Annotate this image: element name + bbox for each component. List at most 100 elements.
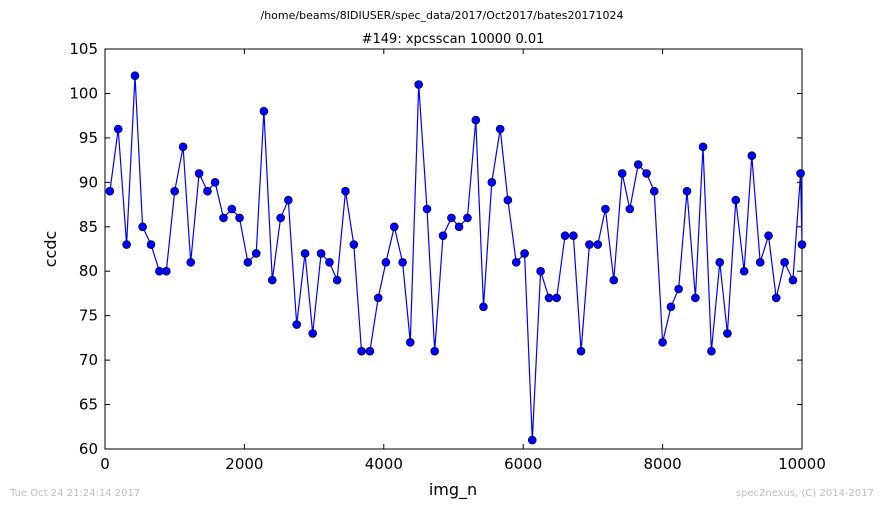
y-tick-label: 100: [69, 84, 98, 102]
data-point: [511, 258, 521, 267]
data-point: [797, 240, 807, 249]
x-axis-label: img_n: [429, 480, 477, 500]
data-point: [405, 338, 415, 347]
data-point: [105, 186, 115, 196]
data-point: [796, 169, 805, 178]
data-point: [259, 106, 269, 116]
figure-suptitle: /home/beams/8IDIUSER/spec_data/2017/Oct2…: [260, 9, 624, 22]
data-point: [601, 204, 610, 214]
data-point: [373, 293, 383, 303]
x-tick-label: 4000: [365, 455, 403, 473]
data-point: [210, 178, 220, 187]
data-point: [267, 275, 277, 285]
data-point: [479, 302, 488, 312]
data-point: [178, 142, 188, 152]
data-point: [642, 169, 651, 178]
data-point: [585, 240, 594, 249]
data-point: [544, 293, 554, 303]
data-point: [576, 346, 586, 356]
y-tick-label: 80: [79, 262, 98, 280]
data-point: [227, 204, 237, 214]
data-point: [341, 186, 350, 196]
data-point: [130, 71, 140, 80]
data-point: [780, 258, 789, 267]
data-point: [707, 346, 716, 356]
data-point: [447, 213, 456, 223]
data-point: [422, 204, 432, 214]
data-point: [495, 124, 505, 134]
data-point: [788, 275, 798, 285]
data-point: [146, 240, 156, 249]
data-point: [186, 258, 196, 267]
chart-title: #149: xpcsscan 10000 0.01: [362, 32, 545, 47]
data-point: [332, 275, 342, 285]
data-point: [609, 275, 619, 285]
data-point: [674, 284, 683, 294]
data-point: [219, 213, 228, 223]
data-point: [113, 124, 123, 134]
y-tick-label: 85: [79, 218, 98, 236]
data-point: [666, 302, 676, 312]
x-tick-label: 2000: [225, 455, 263, 473]
data-point: [658, 338, 667, 347]
y-tick-label: 90: [79, 173, 98, 191]
data-point: [381, 258, 391, 267]
data-point: [633, 160, 643, 169]
credit-footer: spec2nexus, (C) 2014-2017: [735, 488, 874, 499]
data-point: [731, 195, 741, 205]
data-point: [739, 266, 749, 276]
data-point: [747, 151, 757, 160]
data-point: [300, 249, 310, 258]
x-tick-label: 10000: [778, 455, 826, 473]
y-tick-label: 105: [69, 40, 98, 58]
data-point: [569, 231, 578, 240]
data-point: [625, 204, 635, 214]
data-point: [243, 258, 253, 267]
data-point: [682, 186, 692, 196]
data-point: [723, 329, 732, 338]
data-point: [715, 258, 725, 267]
data-point: [438, 231, 448, 240]
data-point: [454, 222, 464, 232]
x-tick-label: 0: [100, 455, 110, 473]
data-point: [503, 195, 513, 205]
data-point: [698, 142, 708, 152]
data-point: [203, 186, 212, 196]
data-point: [194, 169, 204, 178]
data-point: [536, 266, 545, 276]
y-tick-label: 65: [79, 396, 98, 414]
data-point: [755, 258, 765, 267]
data-point: [365, 346, 375, 356]
data-point: [463, 213, 472, 223]
data-point: [649, 186, 659, 196]
data-point: [389, 222, 399, 232]
x-tick-labels: 0 2000 4000 6000 8000 10000: [100, 455, 826, 473]
data-point: [357, 346, 366, 356]
data-point: [520, 249, 529, 258]
y-axis-label: ccdc: [41, 231, 60, 268]
data-point: [162, 266, 171, 276]
data-point: [308, 329, 318, 338]
y-tick-labels: 60 65 70 75 80 85 90 95 100 105: [69, 40, 98, 458]
data-point: [138, 222, 147, 232]
timestamp-footer: Tue Oct 24 21:24:14 2017: [10, 488, 141, 499]
data-point: [284, 195, 293, 205]
data-point: [349, 240, 359, 249]
data-point: [398, 258, 407, 267]
data-point: [552, 293, 561, 303]
data-point: [527, 435, 537, 445]
series-points: [105, 71, 807, 445]
data-point: [170, 186, 179, 196]
y-tick-label: 70: [79, 351, 98, 369]
data-point: [122, 240, 131, 249]
data-point: [771, 293, 781, 303]
data-point: [251, 249, 261, 258]
data-point: [414, 80, 423, 89]
data-point: [560, 231, 570, 240]
data-point: [487, 178, 497, 187]
data-point: [593, 240, 603, 249]
data-point: [235, 213, 244, 223]
y-tick-label: 60: [79, 440, 98, 458]
x-tick-label: 8000: [644, 455, 682, 473]
